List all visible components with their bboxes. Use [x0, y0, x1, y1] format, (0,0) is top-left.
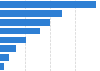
- Bar: [0, 46, 16, 52]
- Bar: [0, 37, 26, 43]
- Bar: [0, 19, 50, 25]
- Bar: [0, 10, 62, 17]
- Bar: [0, 54, 9, 61]
- Bar: [0, 1, 96, 8]
- Bar: [0, 28, 40, 34]
- Bar: [0, 63, 4, 70]
